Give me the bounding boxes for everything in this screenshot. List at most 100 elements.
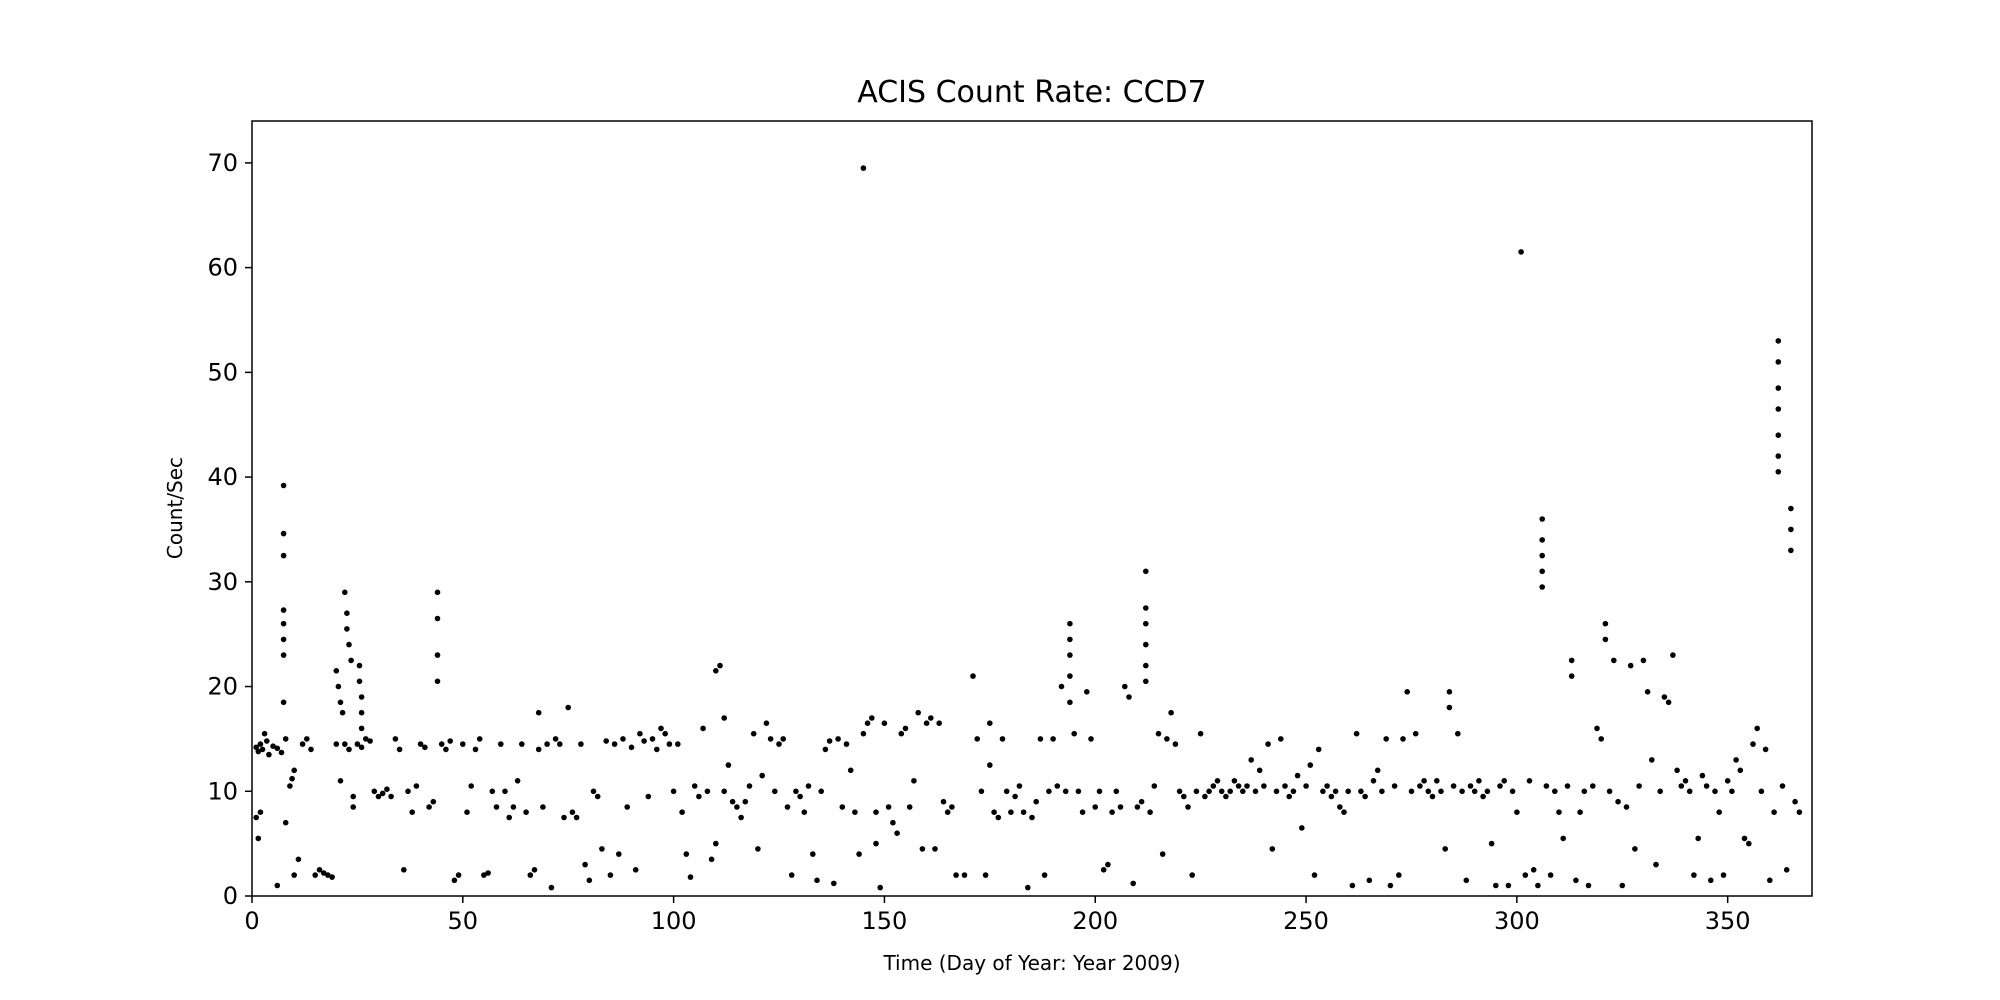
data-point — [333, 668, 340, 674]
data-point — [1788, 547, 1794, 554]
data-point — [898, 730, 905, 737]
data-point — [552, 736, 559, 742]
data-point — [1084, 689, 1090, 695]
data-point — [1577, 809, 1583, 815]
data-point — [1105, 861, 1111, 868]
data-point — [1568, 673, 1575, 679]
data-point — [721, 788, 727, 795]
data-point — [1716, 809, 1722, 815]
data-point — [1703, 783, 1710, 789]
data-point — [1143, 568, 1149, 575]
data-point — [641, 738, 647, 744]
data-point — [1543, 783, 1550, 789]
data-point — [384, 786, 390, 792]
data-point — [1122, 683, 1128, 690]
data-point — [1185, 804, 1191, 810]
data-point — [1526, 778, 1533, 784]
data-point — [295, 856, 302, 863]
data-point — [1181, 793, 1187, 800]
data-point — [1172, 741, 1179, 747]
data-point — [949, 804, 955, 810]
data-point — [1488, 840, 1495, 847]
data-point — [1733, 757, 1739, 763]
data-point — [877, 884, 883, 891]
data-point — [1286, 793, 1292, 800]
data-point — [535, 746, 542, 753]
data-point — [1497, 783, 1503, 789]
data-point — [814, 877, 820, 884]
data-point — [274, 745, 281, 752]
data-point — [261, 730, 268, 737]
data-point — [788, 872, 795, 878]
data-point — [257, 741, 264, 747]
data-point — [1218, 788, 1225, 795]
data-point — [1539, 516, 1545, 522]
data-point — [810, 851, 816, 857]
data-point — [1602, 636, 1609, 643]
data-point — [1164, 736, 1170, 742]
data-point — [1345, 788, 1351, 795]
data-point — [350, 793, 357, 800]
data-point — [1530, 867, 1537, 873]
data-point — [1459, 788, 1465, 795]
data-point — [274, 882, 281, 889]
data-point — [1712, 788, 1718, 795]
data-point — [1050, 736, 1056, 742]
data-point — [911, 778, 917, 784]
data-point — [839, 804, 846, 810]
data-point — [805, 783, 812, 789]
data-point — [632, 867, 639, 873]
data-point — [1147, 809, 1153, 815]
data-point — [557, 741, 563, 747]
data-point — [1691, 872, 1697, 878]
data-point — [713, 840, 719, 847]
data-point — [1046, 788, 1052, 795]
data-point — [654, 746, 660, 753]
data-point — [1585, 882, 1592, 889]
data-point — [358, 694, 365, 700]
data-point — [1509, 788, 1516, 795]
data-point — [320, 870, 327, 876]
data-point — [422, 744, 428, 751]
data-point — [1775, 359, 1782, 365]
y-tick-label: 0 — [223, 882, 238, 910]
data-point — [1556, 809, 1562, 815]
data-point — [624, 804, 630, 810]
data-point — [1379, 788, 1385, 795]
data-point — [784, 804, 791, 810]
data-point — [434, 589, 441, 596]
data-point — [1775, 432, 1782, 439]
data-point — [1741, 835, 1748, 842]
data-point — [1029, 814, 1035, 821]
data-point — [344, 610, 350, 616]
x-tick-label: 100 — [651, 907, 697, 935]
data-point — [1016, 783, 1023, 789]
data-point — [759, 772, 765, 779]
data-point — [767, 736, 774, 742]
data-point — [919, 846, 926, 852]
data-point — [1366, 877, 1373, 884]
data-point — [1505, 882, 1512, 889]
data-point — [885, 804, 892, 810]
data-point — [1627, 662, 1634, 669]
data-point — [1100, 867, 1107, 873]
data-point — [1134, 804, 1141, 810]
data-point — [1012, 793, 1018, 800]
data-point — [519, 741, 525, 747]
data-point — [266, 751, 272, 758]
data-point — [253, 814, 259, 821]
data-point — [953, 872, 959, 878]
data-point — [852, 809, 858, 815]
data-point — [780, 736, 786, 742]
data-point — [1467, 783, 1474, 789]
data-point — [1539, 568, 1545, 575]
plot-area-frame — [251, 120, 1813, 897]
data-point — [1290, 788, 1297, 795]
data-point — [1421, 778, 1427, 784]
data-point — [658, 725, 664, 732]
data-point — [358, 725, 365, 732]
data-point — [544, 741, 550, 747]
data-point — [1248, 757, 1254, 763]
data-point — [367, 738, 373, 744]
